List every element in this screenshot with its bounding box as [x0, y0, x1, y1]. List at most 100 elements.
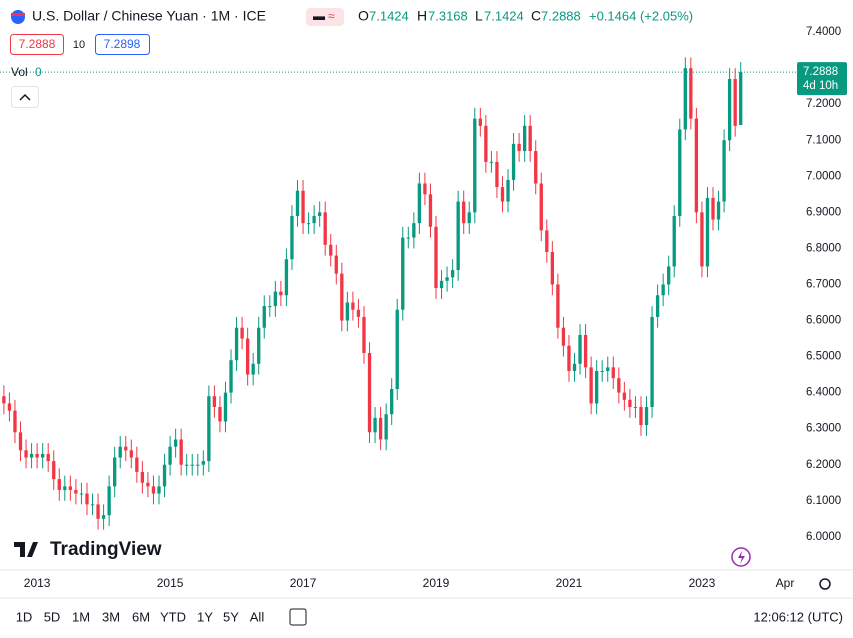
- y-tick-label: 6.3000: [806, 423, 841, 435]
- candle-body: [583, 334, 588, 368]
- candle-body: [268, 306, 272, 308]
- candle-body: [151, 486, 156, 494]
- candle-body: [644, 407, 649, 426]
- y-tick-label: 6.2000: [806, 459, 841, 471]
- countdown-label: 4d 10h: [803, 80, 838, 92]
- candle-body: [478, 118, 482, 126]
- candle-body: [113, 457, 117, 487]
- date-range-icon[interactable]: [289, 608, 307, 626]
- candle-body: [417, 183, 422, 224]
- y-tick-label: 6.6000: [806, 315, 841, 327]
- candle-body: [667, 266, 671, 285]
- candle-body: [578, 334, 582, 364]
- flag-icon: [11, 10, 25, 24]
- candle-body: [201, 461, 205, 465]
- candle-body: [318, 212, 322, 216]
- candle-body: [683, 68, 687, 130]
- buy-button[interactable]: [95, 34, 150, 55]
- candle-body: [362, 316, 366, 353]
- flag-icon-stripe: [11, 13, 25, 16]
- compare-icon: ≈: [328, 9, 335, 23]
- candle-body: [107, 486, 111, 516]
- candle-body: [617, 378, 621, 393]
- candle-body: [678, 129, 682, 216]
- candle-body: [68, 486, 73, 490]
- candle-body: [733, 78, 737, 126]
- settings-icon[interactable]: [819, 578, 831, 590]
- candle-body: [284, 259, 289, 296]
- candle-body: [445, 277, 449, 281]
- candle-body: [196, 464, 200, 466]
- range-button[interactable]: 1Y: [197, 609, 213, 624]
- candle-body: [522, 125, 527, 152]
- bid-price: 7.2888: [19, 37, 56, 51]
- spread: 10: [73, 39, 85, 51]
- candle-body: [118, 446, 122, 458]
- candle-body: [13, 410, 17, 433]
- candle-body: [589, 367, 593, 404]
- ohlc-value: 7.1424: [369, 8, 409, 23]
- candle-body: [689, 68, 693, 119]
- candle-body: [7, 403, 12, 411]
- candle-body: [661, 284, 665, 296]
- candle-body: [622, 392, 627, 400]
- candle-body: [484, 125, 488, 162]
- candle-body: [550, 252, 555, 285]
- candle-body: [495, 161, 499, 188]
- ask-price: 7.2898: [104, 37, 141, 51]
- y-tick-label: 7.1000: [806, 134, 841, 146]
- y-tick-label: 6.8000: [806, 242, 841, 254]
- candle-body: [650, 316, 654, 408]
- candle-body: [340, 273, 344, 321]
- candle-body: [700, 212, 704, 267]
- candle-body: [279, 291, 283, 296]
- candle-body: [262, 306, 266, 328]
- sell-button[interactable]: [10, 34, 64, 55]
- change-value: +0.1464 (+2.05%): [589, 8, 693, 23]
- y-tick-label: 6.5000: [806, 351, 841, 363]
- y-tick-label: 6.0000: [806, 531, 841, 543]
- candle-body: [306, 223, 311, 225]
- collapse-button[interactable]: [11, 86, 39, 108]
- candle-body: [401, 237, 405, 310]
- candle-body: [257, 327, 261, 364]
- candle-body: [229, 360, 233, 393]
- candle-body: [157, 486, 161, 494]
- range-button[interactable]: 3M: [102, 609, 120, 624]
- candle-body: [18, 432, 23, 451]
- candle-body: [245, 338, 250, 375]
- candle-body: [323, 212, 327, 245]
- candle-body: [135, 457, 139, 472]
- range-button[interactable]: 5D: [44, 609, 61, 624]
- candle-body: [207, 396, 211, 462]
- candle-body: [240, 327, 244, 339]
- candle-body: [234, 327, 239, 361]
- range-button[interactable]: 1D: [16, 609, 33, 624]
- lightning-button[interactable]: [731, 547, 751, 567]
- y-tick-label: 6.1000: [806, 495, 841, 507]
- range-button[interactable]: All: [250, 609, 265, 624]
- candle-body: [572, 363, 577, 371]
- x-tick-label: 2019: [423, 576, 450, 590]
- range-button[interactable]: YTD: [160, 609, 186, 624]
- logo: TradingView: [14, 539, 162, 560]
- candle-body: [428, 194, 433, 227]
- candle-body: [2, 396, 6, 404]
- range-button[interactable]: 1M: [72, 609, 90, 624]
- candle-body: [528, 125, 532, 152]
- compare-button[interactable]: [306, 8, 344, 26]
- logo-text: TradingView: [50, 539, 162, 560]
- candle-body: [345, 302, 350, 321]
- candle-body: [439, 280, 444, 289]
- candle-body: [473, 118, 477, 213]
- volume-label: Vol: [11, 65, 28, 79]
- volume-value: 0: [35, 65, 42, 79]
- candle-body: [467, 212, 471, 224]
- candle-body: [517, 143, 521, 152]
- range-button[interactable]: 5Y: [223, 609, 239, 624]
- range-button[interactable]: 6M: [132, 609, 150, 624]
- candle-body: [739, 72, 743, 125]
- candle-body: [489, 161, 494, 163]
- candle-body: [35, 453, 39, 458]
- candle-body: [595, 370, 599, 404]
